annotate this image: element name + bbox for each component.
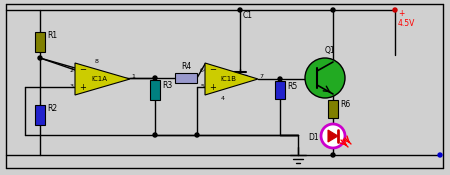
Text: +: + [209, 82, 216, 92]
Text: Q1: Q1 [325, 46, 335, 55]
Text: −: − [209, 65, 216, 75]
Polygon shape [205, 63, 258, 95]
FancyBboxPatch shape [175, 73, 197, 83]
FancyBboxPatch shape [328, 100, 338, 118]
Text: 2: 2 [70, 68, 74, 72]
Text: R3: R3 [162, 81, 172, 90]
Circle shape [278, 77, 282, 81]
Text: 7: 7 [259, 75, 263, 79]
FancyBboxPatch shape [35, 105, 45, 125]
Circle shape [393, 8, 397, 12]
Text: +: + [79, 82, 86, 92]
Text: 8: 8 [95, 59, 99, 64]
Text: R6: R6 [340, 100, 350, 109]
Circle shape [438, 153, 442, 157]
Text: R2: R2 [47, 104, 57, 113]
Circle shape [331, 8, 335, 12]
Text: IC1B: IC1B [220, 76, 237, 82]
Text: 5: 5 [200, 85, 204, 89]
Polygon shape [75, 63, 130, 95]
Text: D1: D1 [308, 134, 319, 142]
Circle shape [238, 8, 242, 12]
Text: R5: R5 [287, 82, 297, 91]
Text: C1: C1 [243, 11, 253, 20]
FancyBboxPatch shape [275, 81, 285, 99]
FancyBboxPatch shape [35, 32, 45, 52]
Circle shape [38, 56, 42, 60]
Circle shape [195, 133, 199, 137]
Text: 4: 4 [221, 96, 225, 101]
Circle shape [153, 76, 157, 80]
Circle shape [321, 124, 345, 148]
FancyBboxPatch shape [150, 80, 160, 100]
Text: −: − [79, 65, 86, 75]
Text: 3: 3 [70, 85, 74, 89]
Text: IC1A: IC1A [91, 76, 108, 82]
Text: 1: 1 [131, 74, 135, 79]
Text: R4: R4 [181, 62, 191, 71]
Circle shape [331, 153, 335, 157]
Text: 6: 6 [200, 68, 204, 72]
Circle shape [305, 58, 345, 98]
Text: +
4.5V: + 4.5V [398, 9, 415, 28]
Circle shape [153, 133, 157, 137]
Polygon shape [328, 130, 338, 142]
Text: R1: R1 [47, 31, 57, 40]
